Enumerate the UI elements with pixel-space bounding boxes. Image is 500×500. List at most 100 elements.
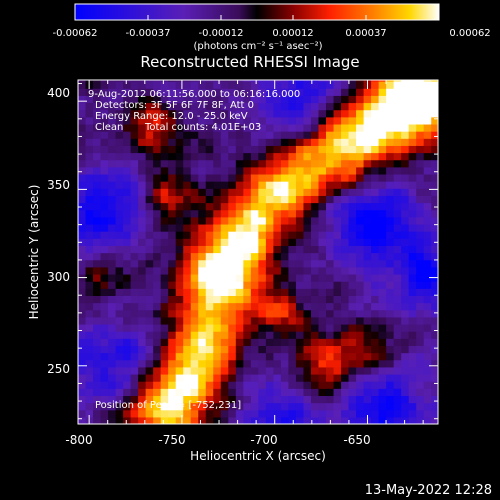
image-pixel xyxy=(318,345,327,354)
x-tick-label: -750 xyxy=(158,433,185,447)
image-pixel xyxy=(303,159,312,168)
image-pixel xyxy=(378,338,387,346)
image-pixel xyxy=(401,402,410,411)
image-pixel xyxy=(310,252,320,261)
image-pixel xyxy=(145,166,154,175)
image-pixel xyxy=(288,102,297,111)
image-pixel xyxy=(243,95,252,104)
image-pixel xyxy=(341,266,350,275)
image-pixel xyxy=(348,216,357,225)
image-pixel xyxy=(408,223,417,232)
image-pixel xyxy=(123,338,132,346)
image-pixel xyxy=(386,109,395,118)
image-pixel xyxy=(295,116,305,125)
image-pixel xyxy=(168,352,177,361)
image-pixel xyxy=(205,288,214,296)
image-pixel xyxy=(423,102,432,111)
image-pixel xyxy=(93,366,102,375)
image-pixel xyxy=(265,381,275,389)
image-pixel xyxy=(190,281,199,289)
image-pixel xyxy=(78,95,87,104)
image-pixel xyxy=(310,188,320,196)
image-pixel xyxy=(393,288,402,296)
image-pixel xyxy=(138,281,147,289)
image-pixel xyxy=(205,209,214,218)
image-pixel xyxy=(416,81,425,89)
image-pixel xyxy=(198,281,207,289)
image-pixel xyxy=(198,288,207,296)
image-pixel xyxy=(423,302,432,311)
image-pixel xyxy=(243,388,252,397)
image-pixel xyxy=(431,166,438,175)
image-pixel xyxy=(393,259,402,268)
image-pixel xyxy=(138,152,147,161)
image-pixel xyxy=(160,109,169,118)
image-pixel xyxy=(416,88,425,96)
image-pixel xyxy=(401,209,410,218)
image-pixel xyxy=(393,88,402,96)
image-pixel xyxy=(326,81,335,89)
image-pixel xyxy=(273,266,282,275)
image-pixel xyxy=(386,259,395,268)
image-pixel xyxy=(190,166,199,175)
image-pixel xyxy=(93,381,102,389)
image-pixel xyxy=(386,81,395,89)
image-pixel xyxy=(356,131,365,139)
image-pixel xyxy=(408,288,417,296)
image-pixel xyxy=(235,395,244,404)
image-pixel xyxy=(318,409,327,418)
image-pixel xyxy=(303,288,312,296)
image-pixel xyxy=(295,395,305,404)
image-pixel xyxy=(123,138,132,146)
image-pixel xyxy=(431,188,438,196)
image-pixel xyxy=(168,102,177,111)
image-pixel xyxy=(183,295,192,304)
image-pixel xyxy=(168,81,177,89)
image-pixel xyxy=(235,338,244,346)
image-pixel xyxy=(78,331,87,339)
image-pixel xyxy=(85,288,94,296)
image-pixel xyxy=(363,359,372,368)
image-pixel xyxy=(431,302,438,311)
image-pixel xyxy=(378,381,387,389)
image-pixel xyxy=(363,345,372,354)
image-pixel xyxy=(235,266,244,275)
image-pixel xyxy=(363,131,372,139)
image-pixel xyxy=(190,145,199,154)
image-pixel xyxy=(228,345,237,354)
image-pixel xyxy=(205,231,214,239)
image-pixel xyxy=(393,123,402,132)
image-pixel xyxy=(243,202,252,211)
image-pixel xyxy=(130,223,139,232)
image-pixel xyxy=(130,245,139,254)
image-pixel xyxy=(408,145,417,154)
image-pixel xyxy=(408,395,417,404)
image-pixel xyxy=(243,195,252,204)
image-pixel xyxy=(393,109,402,118)
image-pixel xyxy=(295,166,305,175)
image-pixel xyxy=(250,138,259,146)
image-pixel xyxy=(326,145,335,154)
image-pixel xyxy=(198,338,207,346)
image-pixel xyxy=(93,388,102,397)
image-pixel xyxy=(318,195,327,204)
image-pixel xyxy=(408,202,417,211)
image-pixel xyxy=(401,381,410,389)
image-pixel xyxy=(213,409,222,418)
image-pixel xyxy=(348,352,357,361)
image-pixel xyxy=(160,416,169,424)
image-pixel xyxy=(213,388,222,397)
image-pixel xyxy=(348,338,357,346)
image-pixel xyxy=(243,323,252,332)
image-pixel xyxy=(153,81,162,89)
image-pixel xyxy=(220,166,229,175)
image-pixel xyxy=(145,88,154,96)
image-pixel xyxy=(250,366,259,375)
image-pixel xyxy=(115,188,124,196)
image-pixel xyxy=(408,95,417,104)
image-pixel xyxy=(371,102,380,111)
image-pixel xyxy=(190,359,199,368)
image-pixel xyxy=(326,331,335,339)
image-pixel xyxy=(85,309,94,318)
image-pixel xyxy=(175,145,184,154)
